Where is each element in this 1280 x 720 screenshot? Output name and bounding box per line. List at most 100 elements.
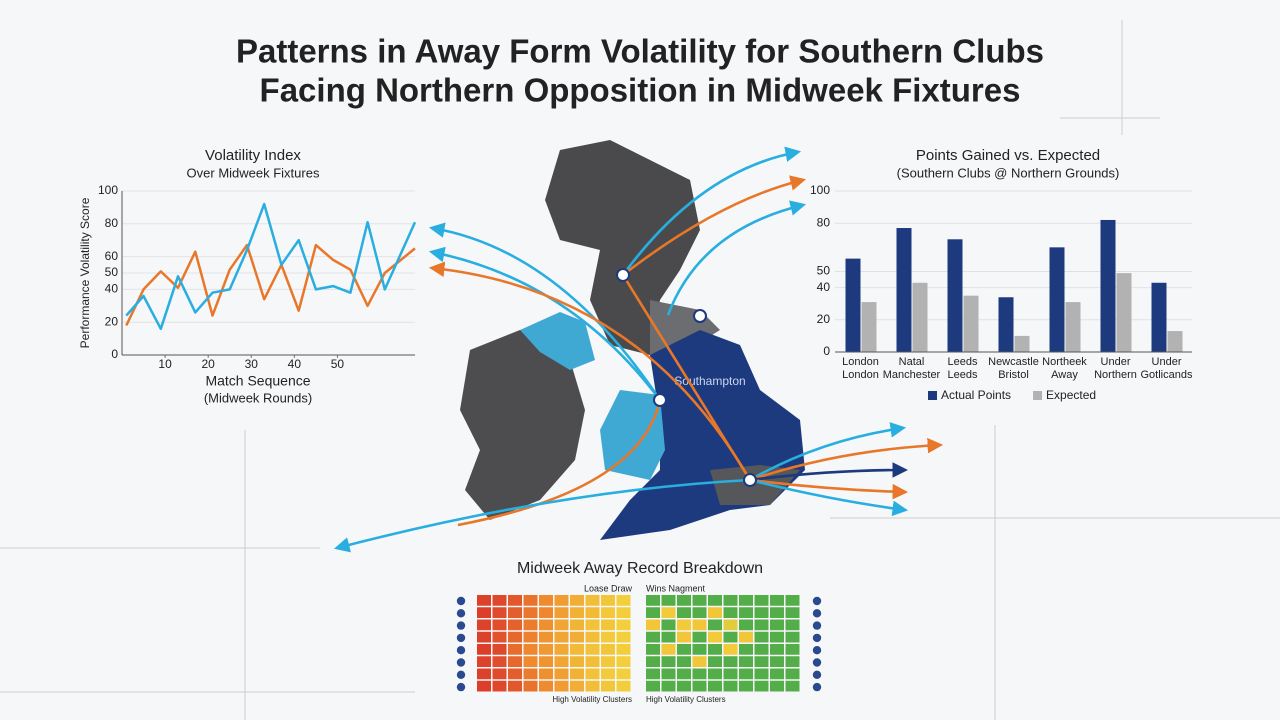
panel-footer: High Volatility Clusters <box>646 695 726 704</box>
y-tick-label: 80 <box>817 215 831 229</box>
heat-cell <box>739 680 753 692</box>
heat-cell <box>646 680 660 692</box>
heat-cell <box>492 644 507 655</box>
x-tick-label: Away <box>1051 369 1078 381</box>
row-icon <box>456 646 466 655</box>
heat-cell <box>785 656 800 667</box>
heat-cell <box>523 607 538 618</box>
bar <box>1116 273 1132 352</box>
line-series <box>125 202 417 331</box>
heat-cell <box>523 668 538 680</box>
y-tick-label: 40 <box>105 282 119 296</box>
y-tick-label: 0 <box>111 347 118 361</box>
row-icon <box>456 609 466 618</box>
bar <box>1151 282 1167 352</box>
heat-cell <box>692 631 707 643</box>
row-icon <box>812 646 822 655</box>
heat-cell <box>754 668 769 680</box>
panel-label: Loase Draw <box>584 583 633 593</box>
heat-cell <box>523 644 538 655</box>
heat-cell <box>554 668 569 680</box>
heat-cell <box>508 680 522 692</box>
heat-cell <box>708 607 722 618</box>
heat-cell <box>708 619 722 631</box>
heat-cell <box>770 668 784 680</box>
x-tick-label: Bristol <box>998 369 1029 381</box>
x-axis-label: Match Sequence <box>205 373 310 389</box>
heat-cell <box>570 656 584 667</box>
heat-cell <box>723 656 738 667</box>
heat-cell <box>692 607 707 618</box>
heat-cell <box>723 595 738 606</box>
heat-cell <box>677 631 691 643</box>
heat-cell <box>708 656 722 667</box>
heat-cell <box>585 656 600 667</box>
heat-cell <box>508 595 522 606</box>
heat-cell <box>677 668 691 680</box>
row-icon <box>456 670 466 679</box>
bar <box>1014 335 1030 352</box>
heat-cell <box>739 631 753 643</box>
heat-cell <box>539 631 553 643</box>
heat-cell <box>585 644 600 655</box>
heat-cell <box>585 595 600 606</box>
heat-cell <box>677 607 691 618</box>
x-tick-label: Northeek <box>1042 356 1087 368</box>
heat-cell <box>661 619 676 631</box>
line-series <box>125 243 416 327</box>
bar <box>1100 219 1116 352</box>
bar <box>845 258 861 352</box>
heat-cell <box>601 656 615 667</box>
heat-cell <box>708 631 722 643</box>
y-tick-label: 20 <box>105 314 119 328</box>
x-tick-label: London <box>842 369 879 381</box>
chart-title: Points Gained vs. Expected <box>916 147 1100 164</box>
x-tick-label: 40 <box>288 357 302 371</box>
heat-cell <box>616 668 631 680</box>
heat-cell <box>570 680 584 692</box>
panel-label: Wins Nagment <box>646 583 706 593</box>
x-tick-label: Natal <box>899 356 925 368</box>
heat-cell <box>585 607 600 618</box>
heat-cell <box>646 619 660 631</box>
heat-cell <box>554 619 569 631</box>
chart-subtitle: (Southern Clubs @ Northern Grounds) <box>897 165 1120 180</box>
heat-cell <box>677 595 691 606</box>
heat-cell <box>785 631 800 643</box>
row-icon <box>456 658 466 667</box>
heat-cell <box>539 680 553 692</box>
heat-cell <box>616 680 631 692</box>
title-line: Facing Northern Opposition in Midweek Fi… <box>260 72 1021 109</box>
heat-cell <box>601 680 615 692</box>
heat-cell <box>601 668 615 680</box>
heat-cell <box>508 656 522 667</box>
heat-cell <box>508 631 522 643</box>
heat-cell <box>661 668 676 680</box>
chart-title: Volatility Index <box>205 147 301 164</box>
heat-cell <box>754 595 769 606</box>
row-icon <box>812 596 822 606</box>
heat-cell <box>770 656 784 667</box>
row-icon <box>456 633 466 643</box>
heat-cell <box>692 668 707 680</box>
heat-cell <box>754 656 769 667</box>
y-tick-label: 100 <box>98 183 118 197</box>
heat-cell <box>739 595 753 606</box>
heat-cell <box>570 595 584 606</box>
legend-label: Actual Points <box>941 388 1011 402</box>
y-tick-label: 80 <box>105 216 119 230</box>
heat-cell <box>523 631 538 643</box>
bar <box>1167 331 1183 352</box>
heat-cell <box>539 656 553 667</box>
heat-cell <box>523 656 538 667</box>
x-tick-label: 10 <box>158 357 172 371</box>
x-tick-label: Gotlicands <box>1141 369 1193 381</box>
heat-cell <box>708 644 722 655</box>
y-tick-label: 50 <box>817 264 831 278</box>
heat-cell <box>601 644 615 655</box>
heat-cell <box>508 644 522 655</box>
heat-cell <box>539 644 553 655</box>
heat-cell <box>523 619 538 631</box>
heat-cell <box>492 631 507 643</box>
heat-cell <box>616 644 631 655</box>
